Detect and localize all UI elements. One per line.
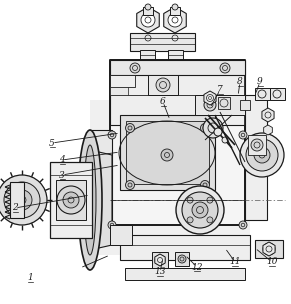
Circle shape	[125, 181, 134, 189]
Bar	[50, 162, 92, 238]
Circle shape	[176, 186, 224, 234]
Circle shape	[168, 13, 182, 27]
Bar	[148, 75, 178, 95]
Text: 5: 5	[49, 139, 55, 147]
Circle shape	[220, 63, 230, 73]
Circle shape	[156, 78, 170, 92]
Bar	[255, 240, 283, 258]
Text: 6: 6	[160, 98, 166, 106]
Bar	[10, 182, 24, 218]
Circle shape	[203, 118, 223, 138]
Polygon shape	[90, 150, 112, 250]
Circle shape	[182, 192, 218, 228]
Ellipse shape	[78, 130, 102, 270]
Circle shape	[145, 4, 151, 10]
Circle shape	[254, 147, 270, 163]
Circle shape	[204, 99, 216, 111]
Bar	[170, 7, 180, 15]
Polygon shape	[164, 7, 186, 33]
Circle shape	[155, 255, 165, 265]
Bar	[218, 97, 230, 109]
Circle shape	[200, 123, 210, 133]
Polygon shape	[262, 108, 274, 122]
Text: 2: 2	[12, 203, 18, 212]
Bar	[90, 130, 112, 225]
Ellipse shape	[84, 145, 96, 255]
Circle shape	[0, 175, 47, 225]
Bar	[255, 88, 270, 100]
Text: 8: 8	[237, 78, 243, 87]
Circle shape	[161, 149, 173, 161]
Polygon shape	[264, 125, 272, 135]
Bar	[120, 235, 250, 260]
Polygon shape	[204, 91, 216, 105]
Circle shape	[251, 139, 263, 151]
Bar	[56, 180, 86, 220]
Bar	[248, 135, 266, 155]
Circle shape	[108, 221, 116, 229]
Circle shape	[4, 182, 40, 218]
Bar	[240, 100, 250, 110]
Text: 1: 1	[27, 274, 33, 282]
Bar	[110, 87, 128, 95]
Bar	[195, 95, 245, 115]
Bar	[245, 95, 267, 220]
Circle shape	[12, 190, 32, 210]
Polygon shape	[155, 254, 165, 266]
Circle shape	[207, 197, 213, 203]
Bar	[120, 115, 215, 190]
Circle shape	[200, 181, 210, 189]
Circle shape	[207, 217, 213, 223]
Circle shape	[246, 139, 278, 171]
Bar	[110, 60, 245, 75]
Text: 10: 10	[266, 257, 278, 267]
Bar	[90, 100, 250, 255]
Bar	[168, 50, 183, 65]
Bar	[140, 50, 155, 65]
Circle shape	[187, 217, 193, 223]
Polygon shape	[263, 242, 275, 256]
Text: 7: 7	[217, 85, 223, 95]
Text: 12: 12	[191, 262, 203, 271]
Circle shape	[172, 4, 178, 10]
Bar	[130, 33, 195, 51]
Text: 11: 11	[229, 257, 241, 267]
Circle shape	[222, 137, 228, 143]
Bar	[110, 60, 245, 125]
Circle shape	[239, 221, 247, 229]
Bar	[126, 121, 209, 184]
Text: 3: 3	[59, 171, 65, 179]
Circle shape	[178, 255, 186, 263]
Bar	[110, 60, 245, 225]
Text: 9: 9	[257, 78, 263, 87]
Bar	[270, 88, 285, 100]
Bar	[143, 7, 153, 15]
Circle shape	[63, 192, 79, 208]
Bar	[175, 252, 189, 266]
Circle shape	[239, 131, 247, 139]
Circle shape	[240, 133, 284, 177]
Circle shape	[141, 13, 155, 27]
Text: 4: 4	[59, 156, 65, 164]
Circle shape	[130, 63, 140, 73]
Bar	[110, 75, 135, 87]
Circle shape	[192, 202, 208, 218]
Circle shape	[214, 128, 222, 136]
Bar	[110, 225, 132, 245]
Circle shape	[263, 243, 275, 255]
Circle shape	[57, 186, 85, 214]
Bar	[152, 252, 168, 268]
Polygon shape	[137, 7, 159, 33]
Circle shape	[187, 197, 193, 203]
Bar	[125, 268, 245, 280]
Text: 13: 13	[154, 268, 166, 277]
Circle shape	[125, 123, 134, 133]
Circle shape	[108, 131, 116, 139]
